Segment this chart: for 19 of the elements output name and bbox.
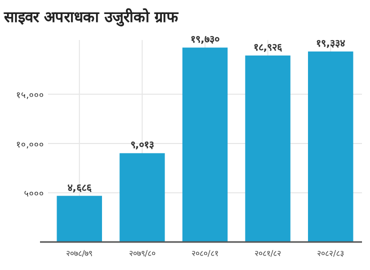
x-tick-label: २०७८/७९: [66, 249, 93, 258]
bar: [182, 48, 228, 242]
chart-title: साइवर अपराधका उजुरीको ग्राफ: [3, 8, 180, 27]
bar: [56, 196, 102, 242]
data-label: ४,६८६: [67, 182, 92, 194]
x-tick-label: २०८२/८३: [317, 249, 344, 258]
data-label: १९,७३०: [190, 34, 220, 46]
bar: [308, 51, 354, 242]
data-label: ९,०१३: [130, 140, 154, 152]
y-tick-label: १५,०००: [16, 91, 44, 102]
bar: [245, 56, 290, 242]
data-label: १८,९२६: [253, 42, 284, 54]
y-tick-label: १०,०००: [16, 140, 44, 150]
x-tick-label: २०८०/८१: [192, 249, 218, 258]
y-tick-label: ५०००: [24, 190, 44, 200]
x-tick-label: २०८१/८२: [254, 249, 282, 258]
bar: [120, 153, 165, 242]
data-label: १९,३३४: [316, 38, 346, 50]
x-tick-label: २०७९/८०: [128, 249, 156, 258]
